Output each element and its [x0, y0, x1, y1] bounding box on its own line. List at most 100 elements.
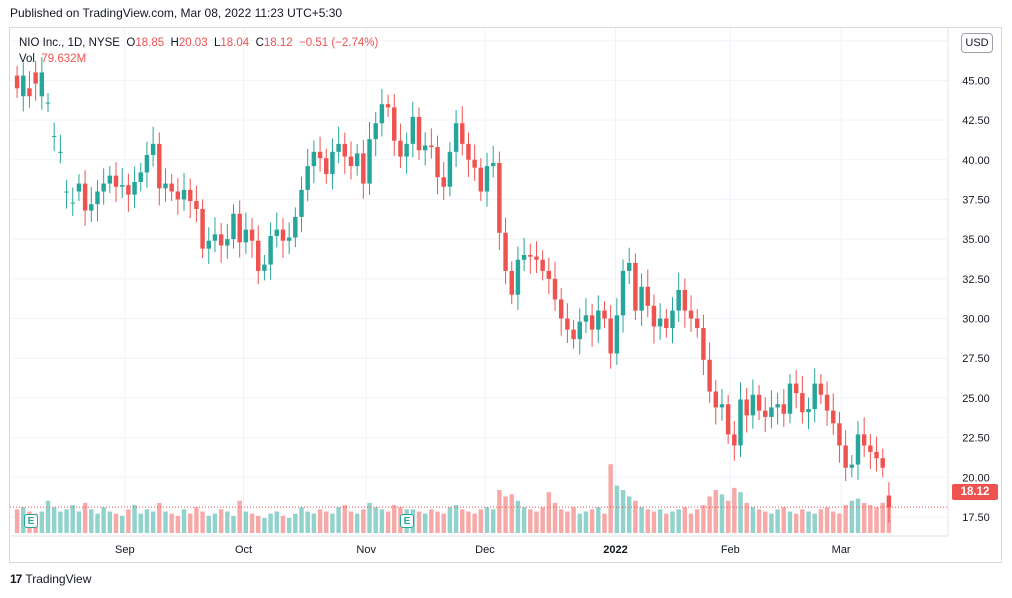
volume-bar	[509, 494, 514, 533]
candle-body	[769, 407, 774, 417]
volume-bar	[490, 509, 496, 533]
volume-bar	[45, 500, 51, 533]
time-axis-tick: Sep	[115, 544, 135, 556]
volume-bar	[392, 505, 397, 533]
candle-body	[880, 458, 885, 468]
volume-bar	[608, 464, 613, 533]
volume-bar	[719, 494, 725, 533]
volume-bar	[744, 502, 749, 533]
candle-body	[787, 383, 793, 414]
volume-bar	[738, 492, 743, 533]
volume-bar	[256, 515, 261, 533]
volume-bar	[39, 511, 45, 533]
volume-bar	[268, 513, 273, 533]
candle-body	[639, 286, 644, 311]
candle-body	[503, 232, 508, 271]
candle-body	[299, 189, 304, 217]
volume-bar	[330, 513, 335, 533]
earnings-marker[interactable]: E	[400, 514, 414, 528]
footer-brand[interactable]: TradingView	[25, 572, 92, 586]
volume-bar	[472, 513, 477, 533]
volume-bar	[713, 490, 719, 533]
candle-body	[113, 175, 119, 187]
candle-body	[626, 262, 632, 271]
volume-bar	[354, 513, 360, 533]
volume-bar	[534, 511, 539, 533]
candle-body	[385, 104, 391, 108]
chart-frame	[9, 27, 1002, 563]
candle-body	[707, 359, 712, 392]
candle-body	[256, 240, 261, 271]
candle-body	[132, 181, 137, 195]
candle-body	[348, 156, 354, 167]
volume-bar	[583, 511, 589, 533]
time-axis-tick: Dec	[475, 544, 495, 556]
currency-button[interactable]: USD	[961, 33, 993, 53]
candle-body	[163, 183, 168, 189]
candle-body	[676, 289, 681, 311]
volume-bar	[132, 505, 137, 533]
volume-bar	[138, 513, 143, 533]
candle-body	[70, 202, 75, 204]
volume-bar	[293, 513, 298, 533]
candle-body	[169, 183, 174, 192]
volume-bar	[21, 507, 26, 533]
volume-bar	[756, 509, 762, 533]
volume-bar	[676, 509, 681, 533]
price-axis-tick: 17.50	[962, 512, 990, 524]
volume-bar	[701, 505, 706, 533]
volume-bar	[484, 507, 490, 533]
volume-bar	[521, 507, 527, 533]
legend-low-label: L	[213, 37, 221, 49]
volume-bar	[101, 507, 106, 533]
candle-body	[528, 255, 533, 257]
candle-body	[361, 153, 366, 184]
candle-body	[95, 191, 100, 205]
earnings-marker[interactable]: E	[24, 514, 38, 528]
candle-body	[404, 143, 409, 157]
time-axis-tick: Nov	[356, 544, 376, 556]
candle-body	[274, 229, 280, 236]
price-chart[interactable]: 17.50 20.00 22.50 25.00 27.50 30.00 32.50 35.00…	[10, 28, 1001, 562]
candle-body	[206, 240, 211, 249]
price-axis-tick: 30.00	[962, 314, 990, 326]
candle-body	[231, 213, 236, 240]
candle-body	[14, 75, 20, 89]
candle-body	[435, 147, 440, 178]
volume-bar	[824, 507, 830, 533]
time-axis: Sep Oct Nov Dec 2022 Feb Mar	[115, 544, 851, 556]
price-axis-tick: 42.50	[962, 115, 990, 127]
volume-bar	[843, 505, 848, 533]
volume-bar	[373, 507, 378, 533]
volume-bar	[763, 511, 768, 533]
candle-body	[472, 159, 477, 168]
volume-bar	[626, 496, 632, 533]
candle-body	[453, 123, 459, 152]
volume-bar	[379, 509, 385, 533]
candle-body	[410, 116, 416, 144]
volume-bar	[769, 513, 774, 533]
candle-body	[651, 305, 657, 327]
volume-bar	[280, 515, 286, 533]
volume-bar	[466, 511, 471, 533]
volume-bar	[800, 509, 805, 533]
volume-bar	[478, 509, 484, 533]
volume-bar	[70, 505, 75, 533]
volume-bar	[157, 502, 162, 533]
price-axis-tick: 20.00	[962, 472, 990, 484]
candle-body	[342, 143, 348, 157]
time-axis-tick: Mar	[832, 544, 851, 556]
volume-bar	[447, 507, 453, 533]
candle-body	[664, 318, 669, 329]
candle-body	[58, 151, 63, 153]
volume-bar	[367, 502, 372, 533]
price-axis: 17.50 20.00 22.50 25.00 27.50 30.00 32.50 35.00…	[962, 36, 990, 524]
tradingview-logo-icon[interactable]: 17	[10, 572, 22, 586]
volume-bar	[861, 502, 867, 533]
candle-body	[818, 383, 824, 395]
volume-bar	[558, 509, 564, 533]
candle-body	[392, 107, 397, 141]
volume-bar	[688, 513, 694, 533]
candle-body	[645, 286, 650, 306]
candle-body	[509, 270, 514, 295]
